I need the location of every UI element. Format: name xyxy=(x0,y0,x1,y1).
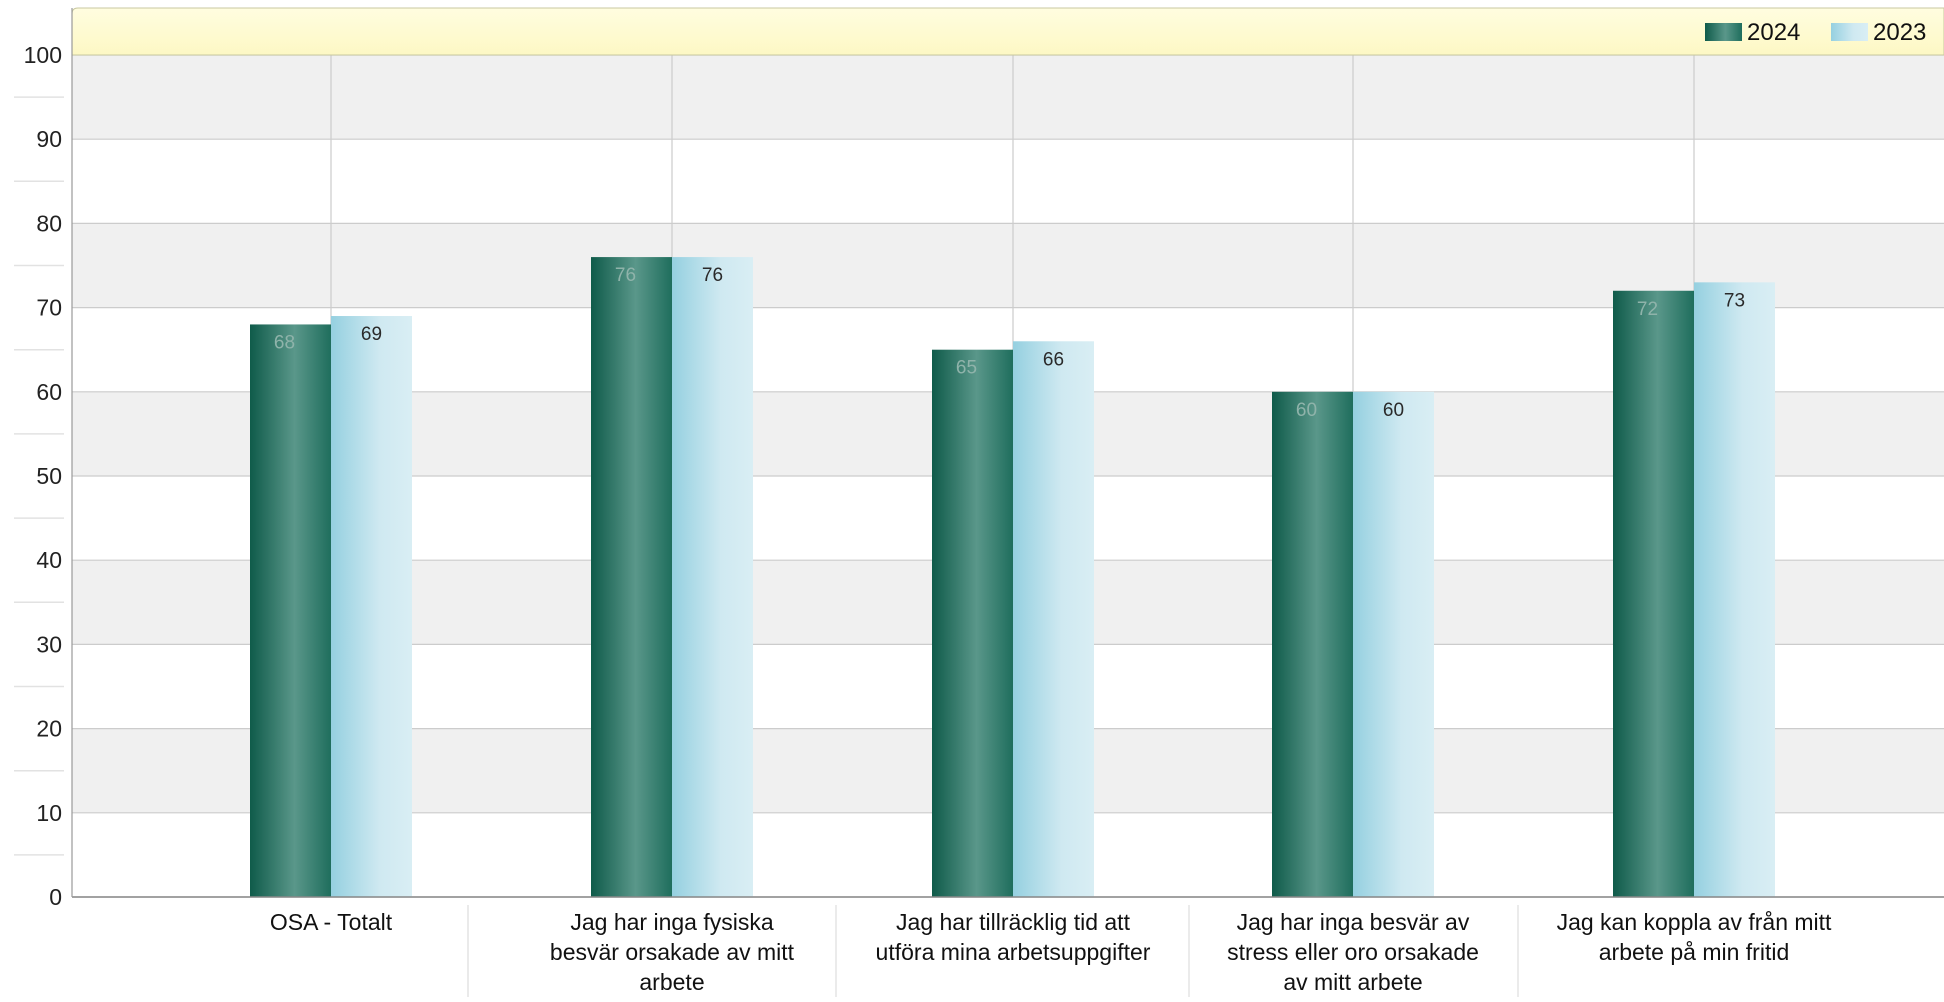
x-tick-label: Jag har inga fysiska xyxy=(570,909,773,935)
y-tick-label: 60 xyxy=(36,379,62,405)
y-tick-label: 70 xyxy=(36,295,62,321)
bar-2023 xyxy=(331,316,412,897)
legend-label-2024: 2024 xyxy=(1747,19,1800,46)
x-tick-label: utföra mina arbetsuppgifter xyxy=(876,939,1151,965)
x-tick-label: stress eller oro orsakade xyxy=(1227,939,1479,965)
x-tick-label: Jag har inga besvär av xyxy=(1237,909,1470,935)
bar-2023 xyxy=(1694,282,1775,898)
y-tick-label: 90 xyxy=(36,126,62,152)
y-tick-label: 50 xyxy=(36,463,62,489)
y-tick-label: 40 xyxy=(36,547,62,573)
y-tick-label: 10 xyxy=(36,800,62,826)
x-tick-label: OSA - Totalt xyxy=(270,909,393,935)
bar-2024 xyxy=(932,349,1013,897)
plot-band xyxy=(72,55,1944,140)
bar-2024 xyxy=(591,257,672,898)
data-label-2024: 68 xyxy=(274,332,295,353)
data-label-2023: 60 xyxy=(1383,400,1404,421)
data-label-2023: 66 xyxy=(1043,349,1064,370)
y-tick-label: 20 xyxy=(36,716,62,742)
x-tick-label: arbete på min fritid xyxy=(1599,939,1789,965)
data-label-2024: 60 xyxy=(1296,400,1317,421)
y-tick-label: 30 xyxy=(36,631,62,657)
bar-2024 xyxy=(1613,290,1694,897)
y-tick-label: 0 xyxy=(49,884,62,910)
data-label-2024: 72 xyxy=(1637,299,1658,320)
legend-strip xyxy=(71,7,1944,56)
data-label-2023: 73 xyxy=(1724,290,1745,311)
x-tick-label: av mitt arbete xyxy=(1283,969,1422,995)
bar-2023 xyxy=(1013,341,1094,897)
data-label-2024: 65 xyxy=(956,358,977,379)
x-tick-label: besvär orsakade av mitt xyxy=(550,939,795,965)
x-tick-label: Jag har tillräcklig tid att xyxy=(896,909,1131,935)
data-label-2023: 76 xyxy=(702,265,723,286)
data-label-2024: 76 xyxy=(615,265,636,286)
bar-2023 xyxy=(1353,391,1434,897)
bar-2024 xyxy=(1272,391,1353,897)
bar-2024 xyxy=(250,324,331,897)
x-tick-label: arbete xyxy=(639,969,704,995)
x-tick-label: Jag kan koppla av från mitt xyxy=(1557,909,1832,935)
data-label-2023: 69 xyxy=(361,324,382,345)
bar-2023 xyxy=(672,257,753,898)
y-tick-label: 80 xyxy=(36,210,62,236)
legend-swatch-2024 xyxy=(1705,23,1742,41)
legend-label-2023: 2023 xyxy=(1873,19,1926,46)
y-tick-label: 100 xyxy=(24,42,62,68)
legend-swatch-2023 xyxy=(1831,23,1868,41)
